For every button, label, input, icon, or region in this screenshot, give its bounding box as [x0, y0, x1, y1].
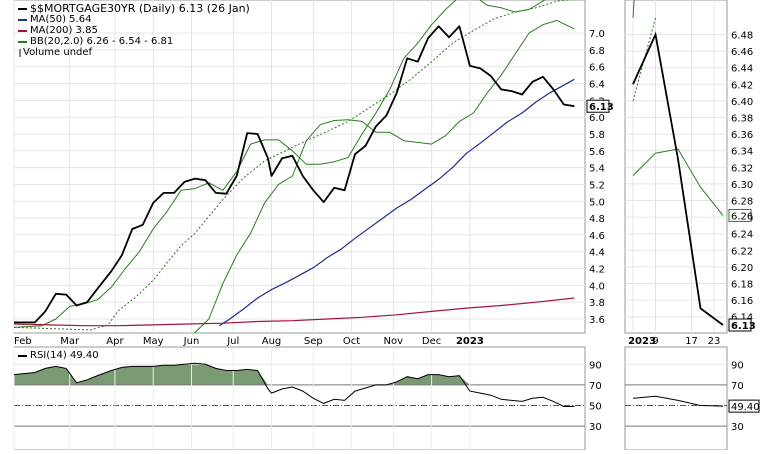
zoom-y-tick-label: 6.40 [731, 97, 753, 108]
rsi-y-tick-label: 30 [589, 422, 602, 433]
zoom-band-label: 6.26 [731, 211, 753, 222]
main-y-tick-label: 7.0 [589, 29, 605, 40]
zoom-band-box [728, 208, 752, 222]
main-y-tick-label: 5.0 [589, 197, 605, 208]
series-line--mortgage30yr [14, 25, 575, 324]
zoom-rsi-value-label: 49.40 [731, 402, 760, 413]
zoom-rsi-y-tick-label: 90 [731, 360, 744, 371]
main-y-tick-label: 5.4 [589, 164, 605, 175]
main-legend-label: Volume undef [23, 47, 93, 58]
main-x-tick-label: Dec [422, 336, 441, 347]
main-x-tick-label: Apr [106, 336, 124, 347]
main-y-tick-label: 5.2 [589, 180, 605, 191]
rsi-legend-label: RSI(14) 49.40 [30, 350, 99, 361]
main-legend-item: MA(200) 3.85 [18, 25, 250, 36]
main-legend-item: Volume undef [18, 47, 250, 58]
zoom-y-tick-label: 6.16 [731, 296, 753, 307]
zoom-series-line-bb-lower [632, 148, 724, 216]
main-y-tick-label: 6.6 [589, 63, 605, 74]
rsi-series-line [13, 362, 575, 407]
main-y-tick-label: 4.4 [589, 248, 605, 259]
main-x-tick-label: Mar [60, 336, 80, 347]
main-y-tick-label: 6.8 [589, 46, 605, 57]
main-legend-label: $$MORTGAGE30YR (Daily) 6.13 (26 Jan) [30, 2, 250, 15]
main-legend-item: BB(20,2.0) 6.26 - 6.54 - 6.81 [18, 36, 250, 47]
zoom-y-tick-label: 6.22 [731, 246, 753, 257]
zoom-y-tick-label: 6.32 [731, 163, 753, 174]
main-x-tick-label: Nov [384, 336, 404, 347]
zoom-rsi-y-tick-label: 70 [731, 381, 744, 392]
series-line-ma-200- [14, 297, 575, 327]
main-y-tick-label: 6.0 [589, 113, 605, 124]
main-legend-item: MA(50) 5.64 [18, 14, 250, 25]
zoom-y-tick-label: 6.34 [731, 147, 753, 158]
zoom-y-tick-label: 6.24 [731, 230, 753, 241]
zoom-bb-upper-line [632, 0, 635, 18]
main-y-tick-label: 3.8 [589, 298, 605, 309]
main-legend-label: MA(200) 3.85 [30, 25, 98, 36]
rsi-y-tick-label: 50 [589, 402, 602, 413]
main-legend: $$MORTGAGE30YR (Daily) 6.13 (26 Jan) MA(5… [18, 3, 250, 58]
main-y-tick-label: 3.6 [589, 315, 605, 326]
main-legend-swatch [18, 40, 27, 43]
zoom-y-tick-label: 6.18 [731, 280, 753, 291]
zoom-y-tick-label: 6.14 [731, 313, 753, 324]
zoom-x-tick-label: 9 [652, 336, 658, 347]
main-x-tick-label: Oct [343, 336, 360, 347]
main-y-tick-label: 5.8 [589, 130, 605, 141]
series-line-bb-middle [14, 0, 574, 331]
main-last-price-label: 6.13 [589, 102, 614, 113]
main-y-tick-label: 4.2 [589, 265, 605, 276]
main-plot-frame [13, 0, 586, 334]
zoom-y-tick-label: 6.20 [731, 263, 753, 274]
series-line-bb-lower [193, 19, 575, 333]
main-x-tick-label: Jul [226, 336, 239, 347]
main-x-tick-label: May [143, 336, 164, 347]
main-y-tick-label: 6.4 [589, 80, 605, 91]
zoom-x-tick-label: 17 [685, 336, 698, 347]
main-legend-swatch [18, 18, 27, 21]
main-legend-swatch [19, 48, 21, 57]
main-y-tick-label: 4.6 [589, 231, 605, 242]
main-y-tick-label: 5.6 [589, 147, 605, 158]
zoom-y-tick-label: 6.28 [731, 197, 753, 208]
main-x-tick-label: Sep [304, 336, 323, 347]
zoom-rsi-frame [624, 346, 728, 451]
zoom-rsi-value-box [728, 399, 760, 413]
zoom-y-tick-label: 6.48 [731, 31, 753, 42]
main-x-tick-label: 2023 [456, 336, 484, 347]
zoom-x-tick-label: 2023 [628, 336, 656, 347]
main-legend-label: BB(20,2.0) 6.26 - 6.54 - 6.81 [30, 36, 174, 47]
main-x-tick-label: Feb [14, 336, 32, 347]
rsi-y-tick-label: 70 [589, 381, 602, 392]
zoom-y-tick-label: 6.30 [731, 180, 753, 191]
rsi-overbought-fill [14, 363, 470, 385]
rsi-y-tick-label: 90 [589, 360, 602, 371]
zoom-rsi-series-line [632, 395, 724, 407]
main-y-tick-label: 4.8 [589, 214, 605, 225]
zoom-y-tick-label: 6.46 [731, 47, 753, 58]
zoom-price-label: 6.13 [731, 321, 756, 332]
main-legend-item: $$MORTGAGE30YR (Daily) 6.13 (26 Jan) [18, 3, 250, 14]
zoom-rsi-y-tick-label: 30 [731, 422, 744, 433]
zoom-price-box [728, 318, 752, 332]
main-last-price-box [586, 99, 610, 113]
rsi-legend-swatch [18, 354, 27, 357]
main-legend-label: MA(50) 5.64 [30, 14, 92, 25]
zoom-x-tick-label: 23 [708, 336, 721, 347]
zoom-y-tick-label: 6.42 [731, 80, 753, 91]
zoom-series-line--mortgage30yr [632, 31, 724, 326]
main-x-tick-label: Jun [183, 336, 200, 347]
series-line-ma-50- [218, 78, 575, 327]
main-legend-swatch [18, 7, 27, 10]
main-y-tick-label: 4.0 [589, 281, 605, 292]
zoom-y-tick-label: 6.36 [731, 130, 753, 141]
zoom-y-tick-label: 6.44 [731, 64, 753, 75]
zoom-y-tick-label: 6.38 [731, 114, 753, 125]
main-x-tick-label: Aug [262, 336, 282, 347]
rsi-legend: RSI(14) 49.40 [18, 350, 99, 361]
main-legend-swatch [18, 29, 27, 32]
